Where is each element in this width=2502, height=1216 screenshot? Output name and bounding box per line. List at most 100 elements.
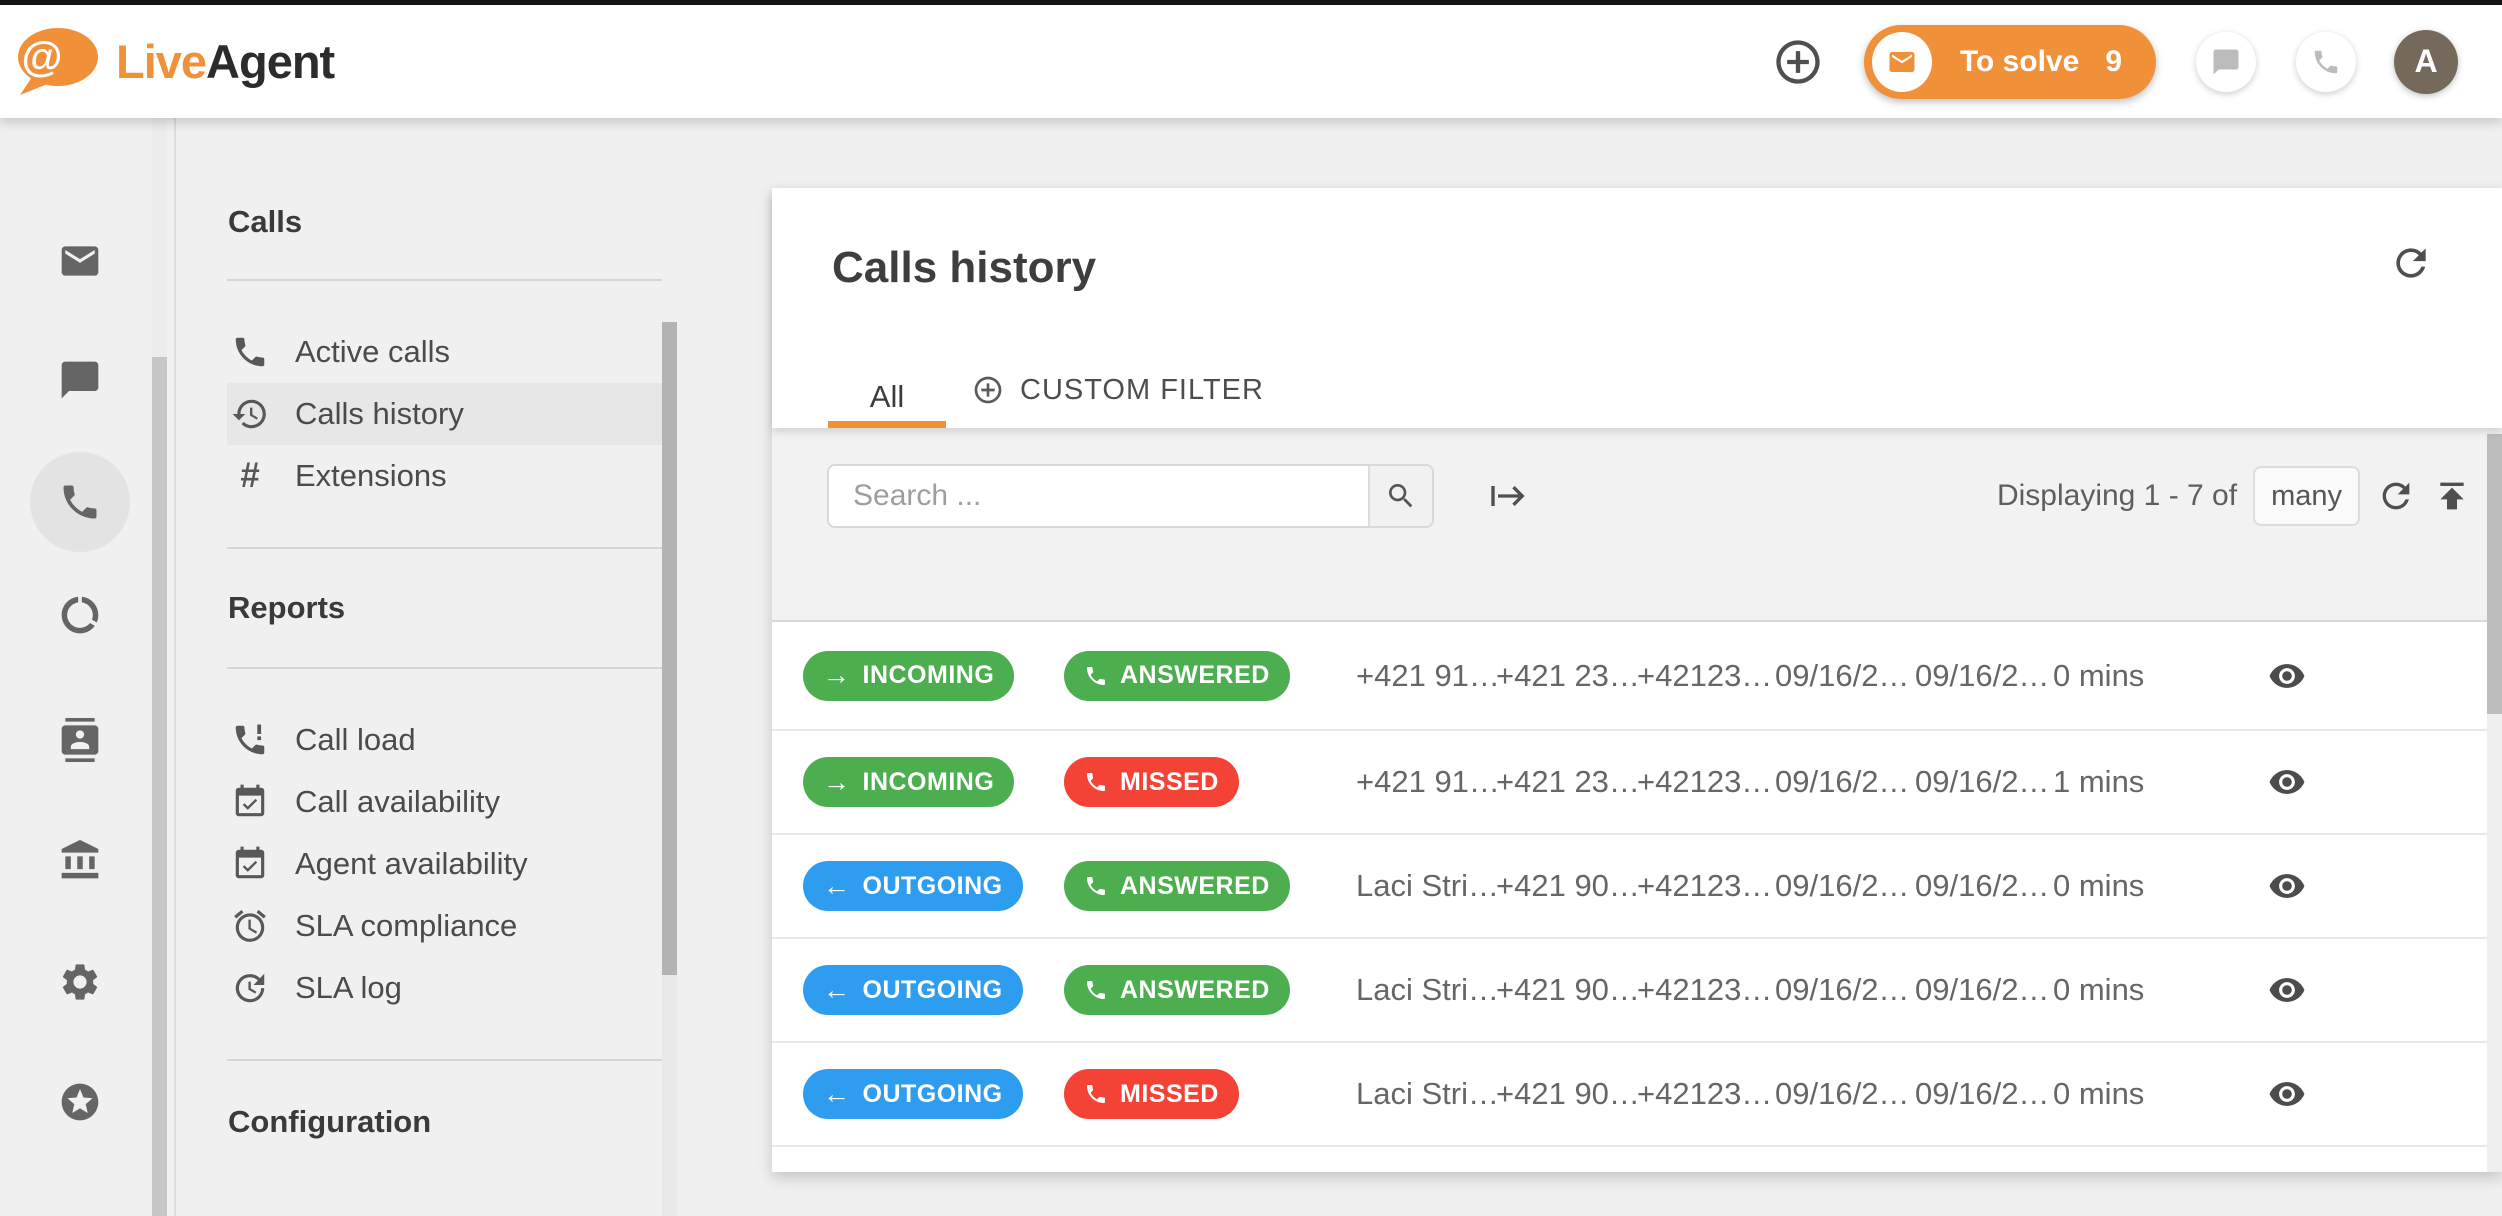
view-call-button[interactable] bbox=[2268, 763, 2306, 801]
user-avatar[interactable]: A bbox=[2394, 29, 2458, 94]
nav-section-configuration: Configuration bbox=[228, 1104, 432, 1139]
envelope-badge bbox=[1871, 31, 1932, 92]
cell-created: 09/16/2… bbox=[1775, 1076, 1910, 1111]
rail-item-star-circle[interactable] bbox=[58, 1080, 102, 1124]
nav-item-label: Call load bbox=[295, 722, 416, 757]
cell-via-number: +42123… bbox=[1637, 868, 1773, 903]
table-row[interactable]: ← OUTGOING MISSED Laci Stri… +421 90… +4… bbox=[772, 1043, 2502, 1147]
table-row[interactable]: ← OUTGOING ANSWERED Laci Stri… +421 90… … bbox=[772, 835, 2502, 939]
table-row[interactable]: ← OUTGOING ANSWERED Laci Stri… +421 90… … bbox=[772, 939, 2502, 1043]
cell-from: +421 91… bbox=[1356, 764, 1500, 799]
rail-item-mail[interactable] bbox=[58, 239, 102, 283]
table-scrollbar[interactable] bbox=[2487, 188, 2502, 1172]
table-scrollbar-thumb[interactable] bbox=[2487, 434, 2502, 714]
brand-name: LiveAgent bbox=[116, 35, 335, 88]
rail-item-data-usage[interactable] bbox=[58, 593, 102, 637]
cell-from: +421 91… bbox=[1356, 657, 1500, 693]
view-call-button[interactable] bbox=[2268, 971, 2306, 1009]
table-row[interactable]: → INCOMING ANSWERED +421 91… +421 23… +4… bbox=[772, 622, 2502, 731]
nav-item-sla-compliance[interactable]: SLA compliance bbox=[227, 895, 662, 957]
cell-created: 09/16/2… bbox=[1775, 868, 1910, 903]
search-button[interactable] bbox=[1368, 466, 1432, 526]
list-refresh-button[interactable] bbox=[2376, 476, 2416, 516]
panel-refresh-button[interactable] bbox=[2389, 241, 2433, 285]
tab-all[interactable]: All bbox=[828, 366, 946, 428]
forward-filter-button[interactable] bbox=[1488, 476, 1528, 516]
view-call-button[interactable] bbox=[2268, 867, 2306, 905]
table-body: → INCOMING ANSWERED +421 91… +421 23… +4… bbox=[772, 622, 2502, 1172]
nav-section-calls: Calls bbox=[228, 204, 303, 239]
rail-divider bbox=[174, 118, 176, 1216]
chat-bubble-icon bbox=[2211, 47, 2241, 77]
table-row[interactable]: → INCOMING MISSED +421 91… +421 23… +421… bbox=[772, 731, 2502, 835]
cell-actions bbox=[2268, 939, 2306, 1041]
nav-item-label: SLA log bbox=[295, 970, 402, 1005]
search-icon bbox=[1385, 480, 1417, 512]
star-circle-icon bbox=[58, 1080, 102, 1124]
appbar: @ LiveAgent To solve 9 A bbox=[0, 5, 2502, 118]
cell-time: 0 mins bbox=[2053, 868, 2145, 903]
call-type-badge: → INCOMING bbox=[803, 757, 1015, 807]
search-box bbox=[827, 464, 1434, 528]
add-new-button[interactable] bbox=[1772, 36, 1824, 88]
phone-icon bbox=[1084, 1082, 1108, 1106]
nav-scrollbar-thumb[interactable] bbox=[662, 322, 677, 975]
cell-time: 0 mins bbox=[2053, 972, 2145, 1007]
search-input[interactable] bbox=[829, 466, 1368, 526]
cell-actions bbox=[2268, 835, 2306, 937]
cell-status: ANSWERED bbox=[1064, 835, 1290, 937]
app-logo[interactable]: @ LiveAgent bbox=[0, 25, 335, 99]
nav-item-call-availability[interactable]: Call availability bbox=[227, 771, 662, 833]
nav-item-calls-history[interactable]: Calls history bbox=[227, 383, 662, 445]
divider bbox=[227, 1059, 662, 1061]
rail-scrollbar[interactable] bbox=[152, 118, 167, 1216]
cell-actions bbox=[2268, 622, 2306, 729]
chats-button[interactable] bbox=[2196, 31, 2256, 92]
nav-item-call-load[interactable]: Call load bbox=[227, 709, 662, 771]
cell-from: Laci Stri… bbox=[1356, 1076, 1499, 1111]
rail-item-bank[interactable] bbox=[58, 838, 102, 882]
cell-ended: 09/16/2… bbox=[1915, 764, 2050, 799]
view-call-button[interactable] bbox=[2268, 1075, 2306, 1113]
nav-item-label: SLA compliance bbox=[295, 908, 518, 943]
tab-custom-filter[interactable]: CUSTOM FILTER bbox=[972, 366, 1264, 414]
rail-item-gear[interactable] bbox=[58, 960, 102, 1004]
upload-top-icon bbox=[2432, 476, 2472, 516]
view-call-button[interactable] bbox=[2268, 657, 2306, 695]
hash-icon bbox=[231, 457, 269, 495]
contacts-icon bbox=[58, 718, 102, 762]
total-count-button[interactable]: many bbox=[2253, 466, 2360, 526]
call-type-badge: ← OUTGOING bbox=[803, 861, 1023, 911]
rail-item-phone[interactable] bbox=[30, 452, 130, 552]
rail-item-chat[interactable] bbox=[58, 358, 102, 402]
direction-arrow-icon: ← bbox=[823, 870, 851, 901]
cell-type: ← OUTGOING bbox=[803, 835, 1023, 937]
refresh-icon bbox=[2376, 476, 2416, 516]
phone-icon bbox=[1084, 978, 1108, 1002]
refresh-icon bbox=[2389, 241, 2433, 285]
calls-button[interactable] bbox=[2296, 31, 2356, 92]
cell-from: Laci Stri… bbox=[1356, 868, 1499, 903]
cell-time: 1 mins bbox=[2053, 764, 2145, 799]
history-icon bbox=[231, 395, 269, 433]
phone-icon bbox=[58, 480, 102, 524]
phone-icon bbox=[1084, 874, 1108, 898]
cell-status: ANSWERED bbox=[1064, 939, 1290, 1041]
eye-icon bbox=[2268, 763, 2306, 801]
cell-type: → INCOMING bbox=[803, 622, 1015, 729]
scroll-to-top-button[interactable] bbox=[2432, 476, 2472, 516]
eye-icon bbox=[2268, 657, 2306, 695]
rail-item-contacts[interactable] bbox=[58, 718, 102, 762]
to-solve-button[interactable]: To solve 9 bbox=[1863, 24, 2156, 99]
cell-via-number: +42123… bbox=[1637, 1076, 1773, 1111]
rail-scrollbar-thumb[interactable] bbox=[152, 357, 167, 1216]
nav-item-sla-log[interactable]: SLA log bbox=[227, 957, 662, 1019]
nav-item-extensions[interactable]: Extensions bbox=[227, 445, 662, 507]
cell-via-number: +42123… bbox=[1637, 764, 1773, 799]
nav-item-active-calls[interactable]: Active calls bbox=[227, 321, 662, 383]
cell-time: 0 mins bbox=[2053, 1076, 2145, 1111]
call-status-badge: ANSWERED bbox=[1064, 861, 1290, 911]
table-toolbar: Displaying 1 - 7 of many Type Status Fro… bbox=[772, 428, 2502, 862]
nav-item-agent-availability[interactable]: Agent availability bbox=[227, 833, 662, 895]
mail-icon bbox=[58, 239, 102, 283]
